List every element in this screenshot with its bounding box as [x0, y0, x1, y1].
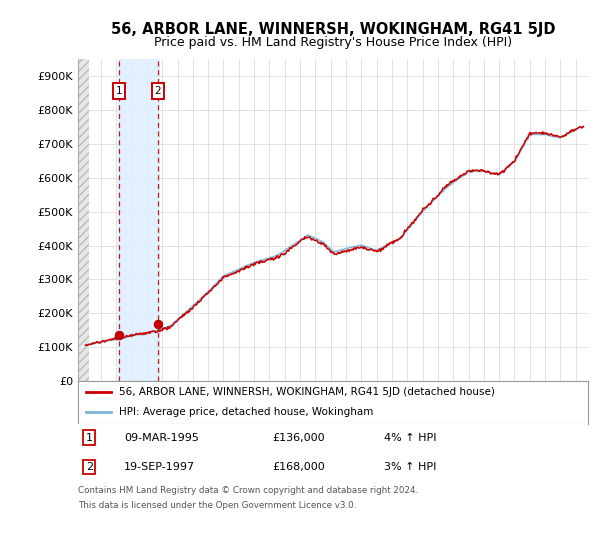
Text: 19-SEP-1997: 19-SEP-1997	[124, 462, 195, 472]
Text: £136,000: £136,000	[272, 433, 325, 443]
Text: 56, ARBOR LANE, WINNERSH, WOKINGHAM, RG41 5JD (detached house): 56, ARBOR LANE, WINNERSH, WOKINGHAM, RG4…	[119, 387, 494, 397]
Text: 56, ARBOR LANE, WINNERSH, WOKINGHAM, RG41 5JD: 56, ARBOR LANE, WINNERSH, WOKINGHAM, RG4…	[111, 22, 555, 38]
Text: £168,000: £168,000	[272, 462, 325, 472]
Text: Price paid vs. HM Land Registry's House Price Index (HPI): Price paid vs. HM Land Registry's House …	[154, 36, 512, 49]
Text: Contains HM Land Registry data © Crown copyright and database right 2024.: Contains HM Land Registry data © Crown c…	[78, 486, 418, 495]
Text: HPI: Average price, detached house, Wokingham: HPI: Average price, detached house, Woki…	[119, 407, 373, 417]
Text: 4% ↑ HPI: 4% ↑ HPI	[384, 433, 437, 443]
Text: 09-MAR-1995: 09-MAR-1995	[124, 433, 199, 443]
Text: 3% ↑ HPI: 3% ↑ HPI	[384, 462, 436, 472]
Bar	[78, 59, 89, 381]
Text: 1: 1	[86, 433, 93, 443]
Text: 1: 1	[116, 86, 122, 96]
Text: 2: 2	[155, 86, 161, 96]
Text: 2: 2	[86, 462, 93, 472]
Bar	[118, 59, 159, 381]
Text: This data is licensed under the Open Government Licence v3.0.: This data is licensed under the Open Gov…	[78, 501, 356, 510]
